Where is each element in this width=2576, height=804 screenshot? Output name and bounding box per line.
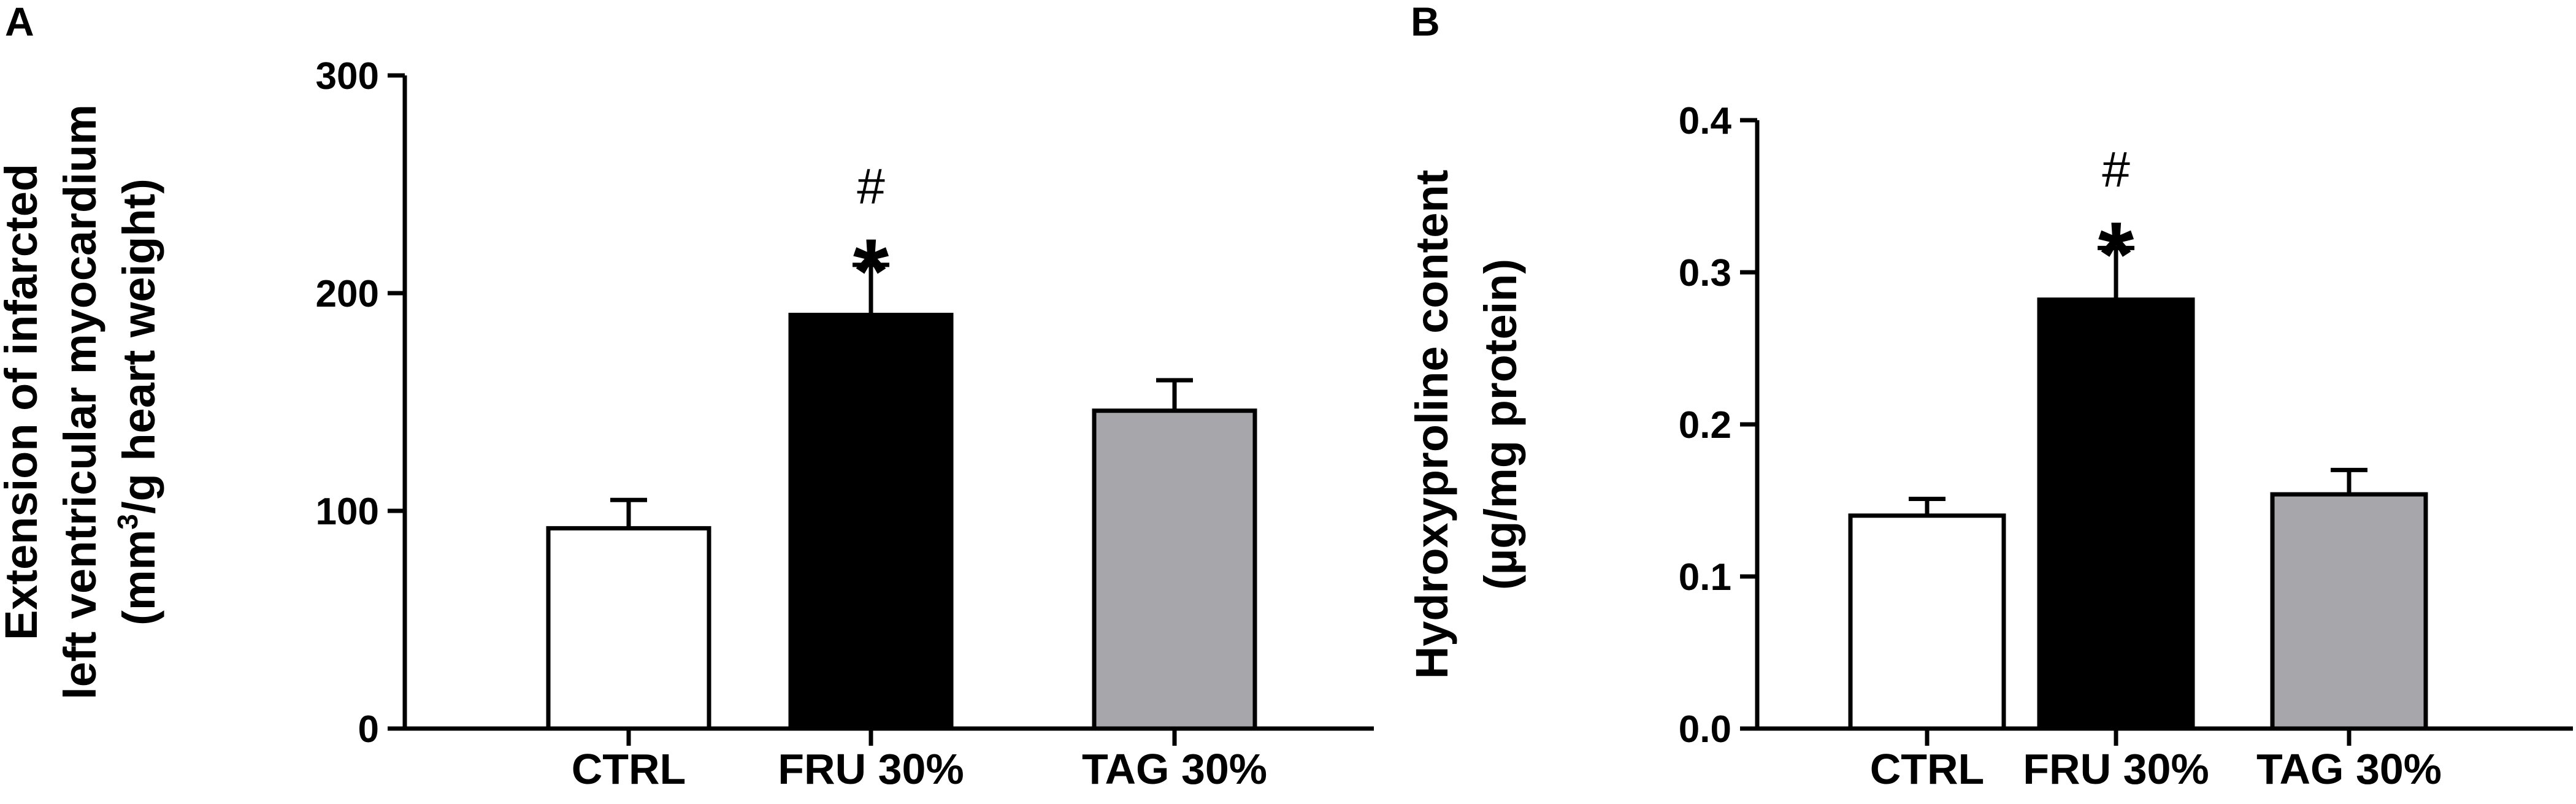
y-tick-label: 0.1 <box>1679 556 1731 599</box>
y-axis-unit-suffix: /g heart weight) <box>113 178 164 514</box>
significance-hash: # <box>857 159 885 215</box>
significance-hash: # <box>2102 142 2130 197</box>
significance-star: * <box>2098 202 2134 305</box>
y-axis-label: Hydroxyproline content (µg/mg protein) <box>1406 170 1526 680</box>
x-category-label: CTRL <box>572 745 686 793</box>
panel-letter: A <box>5 0 34 44</box>
y-axis-label-line: Extension of infarcted <box>0 164 47 640</box>
bar-tag-30 <box>1092 408 1257 731</box>
y-tick-label: 200 <box>316 273 379 315</box>
y-axis-label-unit: (mm3/g heart weight) <box>112 178 164 626</box>
y-tick-label: 0 <box>358 708 379 751</box>
panel-b-chart: B 0.0 0.1 0.2 0.3 0.4 CTRL FRU 30% TAG 30% *# Hydr… <box>1406 0 2573 793</box>
y-tick-label: 0.4 <box>1679 100 1732 142</box>
bar-fru-30 <box>788 313 954 731</box>
panel-a-chart: A 0 100 200 300 CTRL FRU 30% TAG 30% *# Extension… <box>0 0 1374 793</box>
y-tick-label: 0.0 <box>1679 708 1731 751</box>
y-axis-unit-prefix: (mm <box>113 530 164 626</box>
y-tick-label: 0.2 <box>1679 404 1731 446</box>
y-axis-label-line: left ventricular myocardium <box>55 104 105 700</box>
significance-star: * <box>853 220 889 323</box>
y-tick-label: 100 <box>316 491 379 533</box>
x-category-label: CTRL <box>1870 745 1985 793</box>
y-tick-label: 300 <box>316 55 379 98</box>
y-axis-label-line: (µg/mg protein) <box>1475 259 1526 590</box>
y-tick-label: 0.3 <box>1679 252 1731 294</box>
y-axis-label-line: Hydroxyproline content <box>1406 170 1457 680</box>
bar-tag-30 <box>2270 492 2428 731</box>
y-axis-unit-superscript: 3 <box>112 514 144 530</box>
bar-ctrl <box>546 526 711 731</box>
x-category-label: TAG 30% <box>1082 745 1267 793</box>
x-category-label: FRU 30% <box>778 745 964 793</box>
bar-ctrl <box>1848 513 2006 731</box>
panel-letter: B <box>1411 0 1440 44</box>
y-axis-label: Extension of infarcted left ventricular m… <box>0 104 164 700</box>
x-category-label: FRU 30% <box>2023 745 2209 793</box>
x-category-label: TAG 30% <box>2256 745 2442 793</box>
bar-fru-30 <box>2037 297 2195 731</box>
